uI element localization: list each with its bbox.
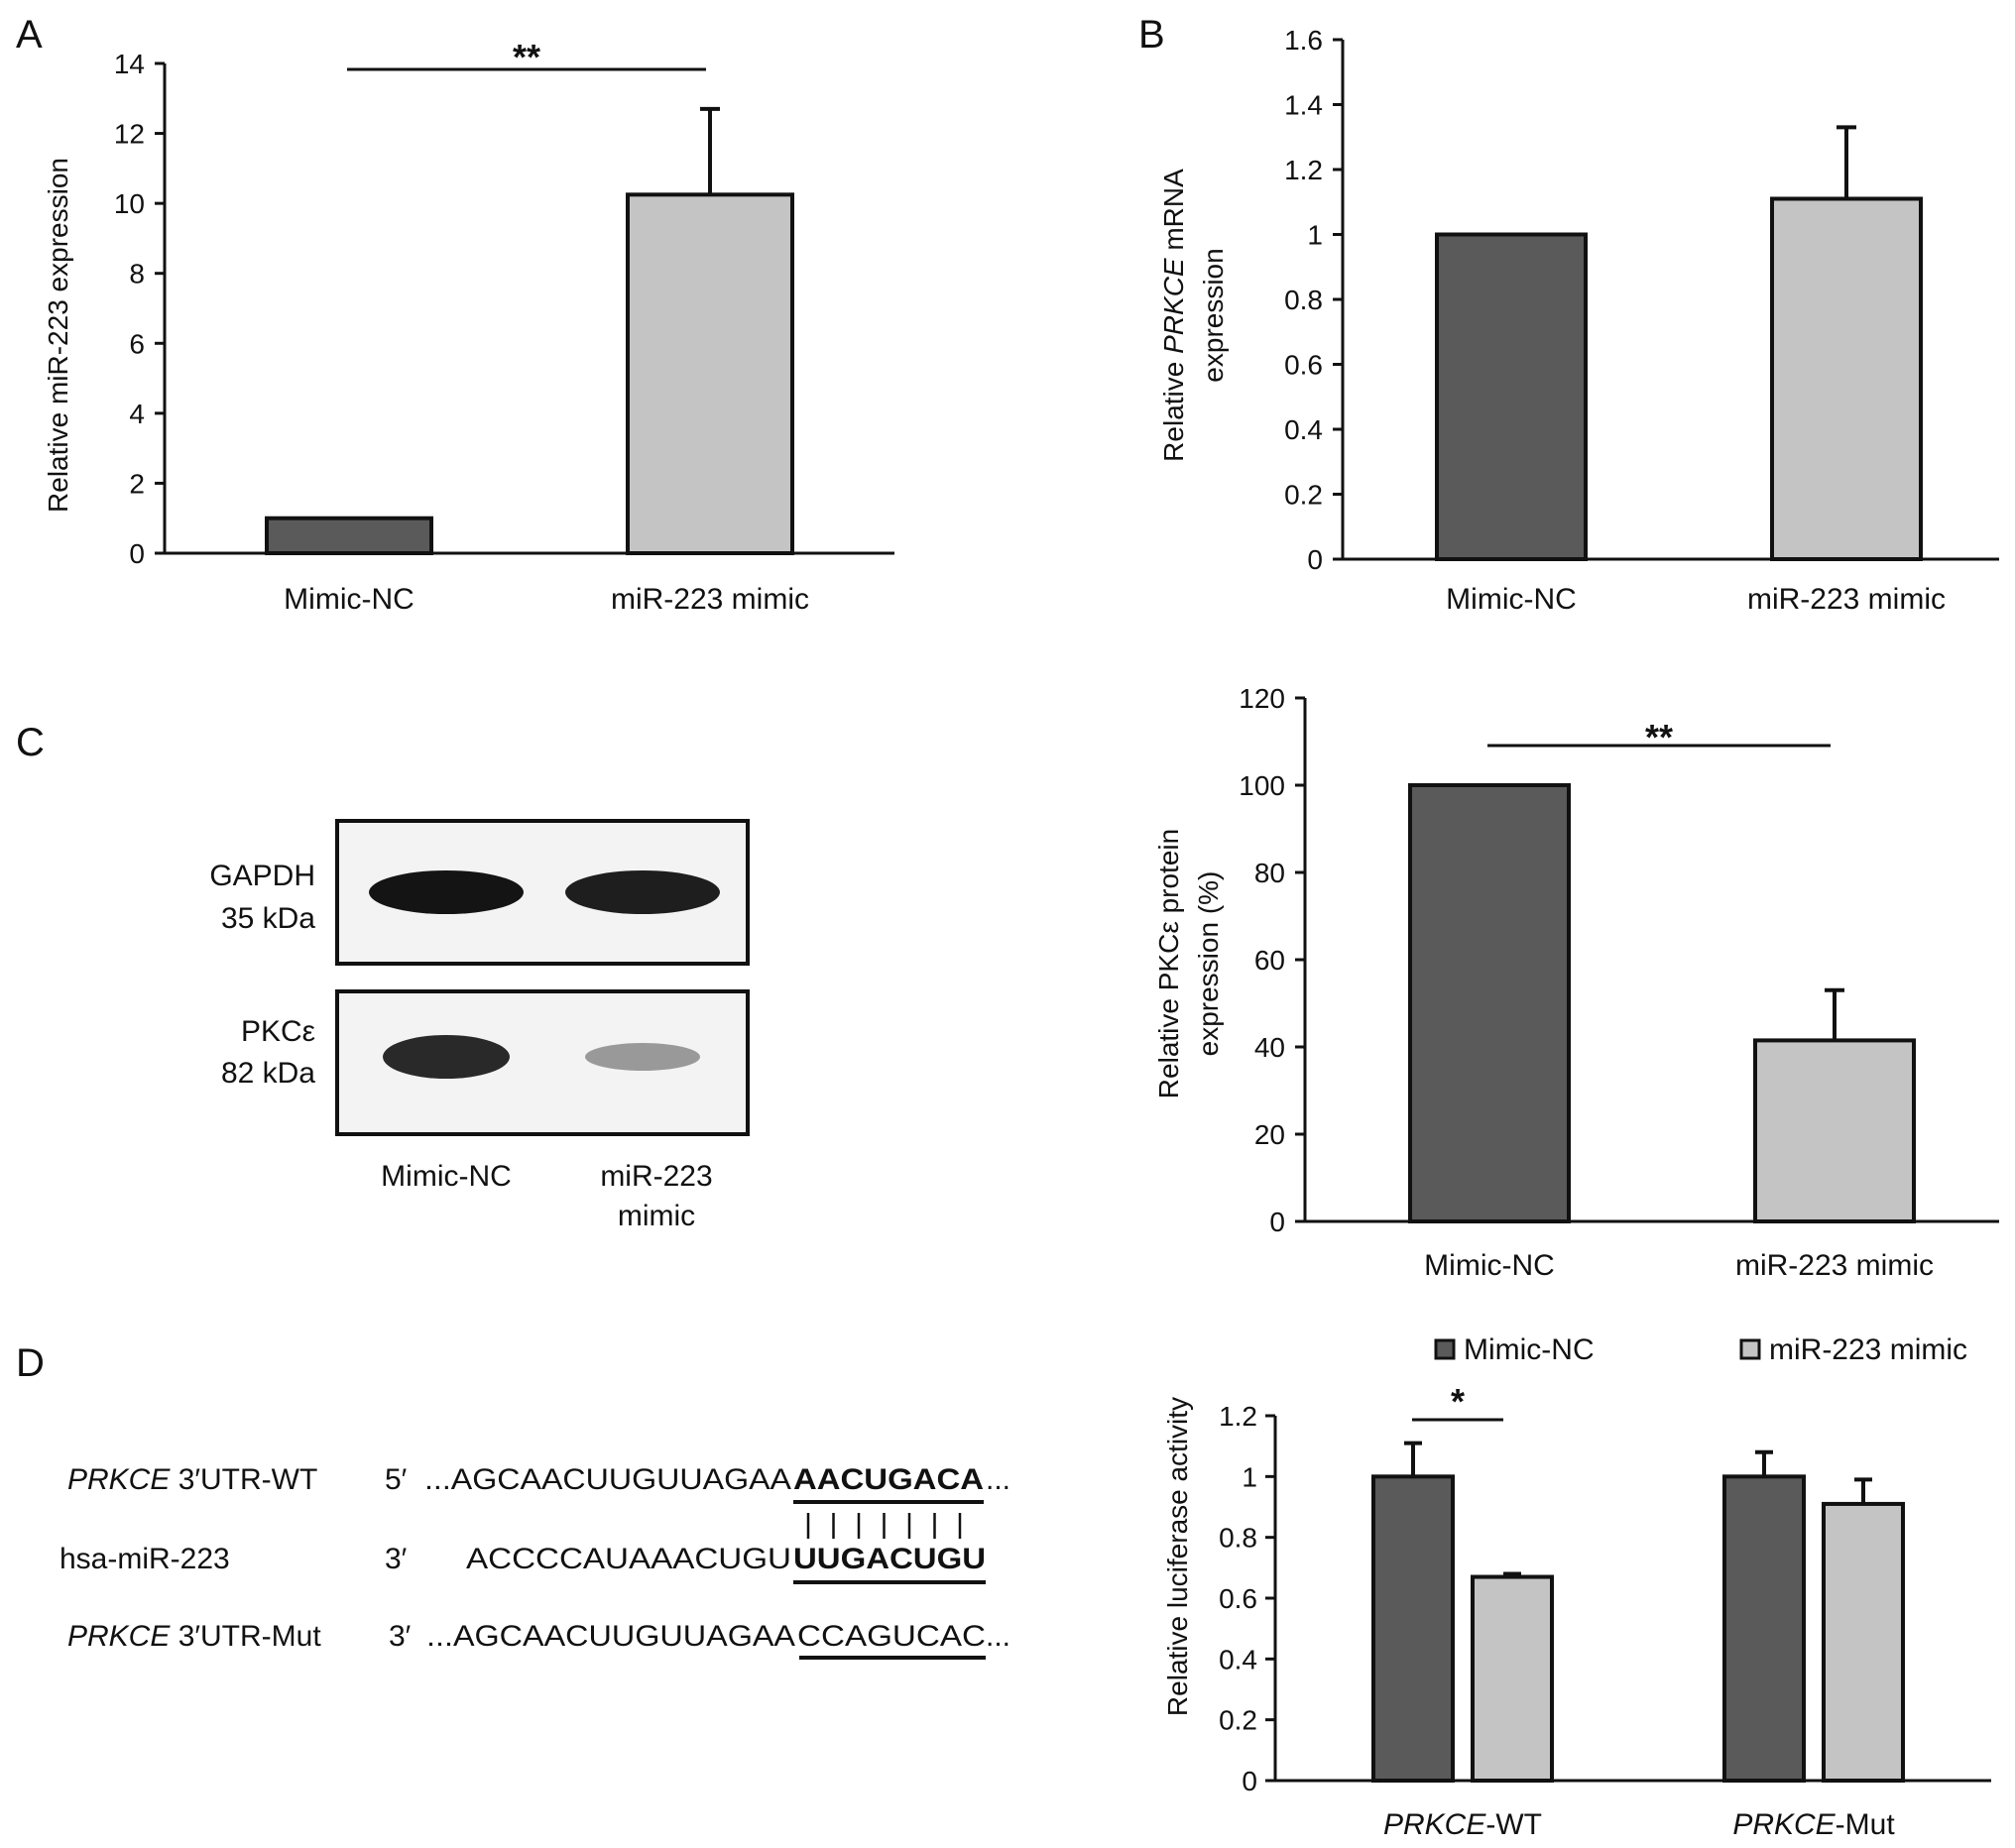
chart-d-ytick-label: 1.2 [1219,1401,1257,1432]
seq-mut-pre: ...AGCAACUUGUUAGAA [426,1620,795,1653]
chart-a-relative-mir223-expression: Relative miR-223 expression 0 2 4 6 8 10 12 14 M… [43,37,894,616]
seq-mut-post: ... [986,1620,1010,1653]
chart-c-ytick-label: 60 [1254,945,1285,976]
legend-label-mimic-nc: Mimic-NC [1464,1333,1595,1366]
chart-d-bar [1371,1474,1455,1784]
seq-mut-label: PRKCE 3′UTR-Mut [67,1620,321,1653]
chart-c-category-label: Mimic-NC [1424,1249,1555,1282]
legend-swatch-mimic-nc [1434,1338,1456,1360]
blot-lane-label-1: Mimic-NC [381,1160,512,1193]
chart-d-group-label: PRKCE-Mut [1732,1808,1895,1841]
chart-b-relative-prkce-mrna-expression: Relative PRKCE mRNA expression 0 0.2 0.4 0.… [1158,25,1999,616]
chart-b-bar [1770,196,1923,561]
chart-b-ytick-label: 0 [1307,544,1323,575]
chart-c-ytick-label: 80 [1254,858,1285,888]
chart-a-bar [626,192,794,555]
seq-wt-pre: ...AGCAACUUGUUAGAA [424,1463,791,1496]
panel-label-b: B [1138,13,1165,57]
chart-b-ytick-label: 0.2 [1284,480,1323,511]
blot-band [369,870,524,914]
seq-wt-site: AACUGACA [793,1463,984,1496]
chart-c-bar [1753,1038,1916,1224]
seq-wt-end: 5′ [385,1463,408,1496]
legend-swatch-mir223-mimic [1739,1338,1761,1360]
seq-mirna-label: hsa-miR-223 [59,1543,230,1575]
chart-a-category-label: miR-223 mimic [611,583,809,616]
chart-d-bar [1471,1574,1554,1783]
chart-a-ytick-label: 10 [114,188,145,219]
chart-b-ytick-label: 0.4 [1284,414,1323,445]
western-blot: GAPDH 35 kDa PKCε 82 kDa Mimic-NC miR-22… [209,819,750,1232]
chart-c-ytick-label: 40 [1254,1032,1285,1063]
chart-a-ytick-label: 2 [129,468,145,499]
chart-d-bar [1722,1474,1806,1784]
chart-a-ytick-label: 4 [129,399,145,429]
blot-row-label-pkce: PKCε [241,1015,315,1048]
seq-mirna-site: UUGACUGU [793,1543,986,1575]
chart-a-significance-mark: ** [513,37,540,77]
blot-band [565,870,720,914]
chart-b-ylabel-line2: expression [1198,248,1229,382]
chart-a-ytick-label: 0 [129,538,145,569]
chart-a-ylabel: Relative miR-223 expression [43,158,73,513]
base-pairing-lines [806,1513,962,1539]
chart-b-category-label: miR-223 mimic [1747,583,1946,616]
panel-label-a: A [16,13,43,57]
chart-b-bar [1435,232,1588,561]
panel-label-d: D [16,1341,45,1385]
chart-d-bar [1822,1501,1905,1784]
chart-d-ytick-label: 1 [1242,1461,1257,1492]
seq-wt-label: PRKCE 3′UTR-WT [67,1463,317,1496]
chart-a-ytick-label: 6 [129,328,145,359]
blot-row-label-gapdh: GAPDH [209,860,315,892]
chart-d-ytick-label: 0.4 [1219,1644,1257,1675]
chart-b-ytick-label: 1.2 [1284,155,1323,185]
chart-c-significance-mark: ** [1645,717,1673,757]
chart-c-category-label: miR-223 mimic [1735,1249,1934,1282]
chart-c-ytick-label: 20 [1254,1119,1285,1150]
seq-mirna-end: 3′ [385,1543,408,1575]
chart-c-ytick-label: 120 [1239,683,1285,714]
chart-b-ytick-label: 0.8 [1284,285,1323,315]
chart-d-ytick-label: 0 [1242,1766,1257,1796]
blot-lane-label-2-line2: mimic [618,1200,695,1232]
chart-d-ylabel: Relative luciferase activity [1162,1397,1193,1716]
legend-label-mir223-mimic: miR-223 mimic [1769,1333,1967,1366]
seq-mirna-pre: ACCCCAUAAACUGU [466,1543,791,1575]
blot-row-size-gapdh: 35 kDa [221,902,315,935]
seq-wt-post: ... [986,1463,1010,1496]
chart-c-bar [1408,783,1571,1223]
chart-b-category-label: Mimic-NC [1446,583,1577,616]
chart-c-ylabel: Relative PKCε protein [1153,829,1184,1098]
panel-label-c: C [16,721,45,764]
blot-lane-label-2: miR-223 [600,1160,712,1193]
chart-d-relative-luciferase-activity: Relative luciferase activity Mimic-NC mi… [1162,1333,1991,1841]
chart-b-ytick-label: 1.4 [1284,90,1323,121]
chart-a-ytick-label: 14 [114,49,145,79]
chart-d-ytick-label: 0.2 [1219,1705,1257,1736]
chart-b-ytick-label: 1 [1307,220,1323,251]
seq-mut-end: 3′ [389,1620,412,1653]
seq-mut-site: CCAGUCAC [797,1620,986,1653]
chart-b-ytick-label: 0.6 [1284,350,1323,381]
chart-d-significance-mark: * [1451,1381,1465,1422]
chart-a-ytick-label: 12 [114,119,145,150]
chart-c-ylabel-line2: expression (%) [1193,871,1224,1057]
blot-band [585,1043,700,1071]
blot-band [383,1035,510,1079]
sequence-alignment: PRKCE 3′UTR-WT 5′ ...AGCAACUUGUUAGAA AAC… [59,1463,1010,1660]
chart-d-ytick-label: 0.8 [1219,1523,1257,1554]
chart-c-ytick-label: 0 [1269,1207,1285,1237]
chart-c-ytick-label: 100 [1239,770,1285,801]
chart-d-ytick-label: 0.6 [1219,1583,1257,1614]
chart-b-ytick-label: 1.6 [1284,25,1323,56]
chart-a-ytick-label: 8 [129,259,145,289]
chart-d-group-label: PRKCE-WT [1383,1808,1542,1841]
chart-a-category-label: Mimic-NC [284,583,415,616]
chart-a-bar [265,516,433,556]
blot-row-size-pkce: 82 kDa [221,1057,315,1090]
chart-b-ylabel: Relative PRKCE mRNA [1158,169,1189,462]
chart-c-relative-pkce-protein-expression: Relative PKCε protein expression (%) 0 20… [1153,683,1999,1282]
